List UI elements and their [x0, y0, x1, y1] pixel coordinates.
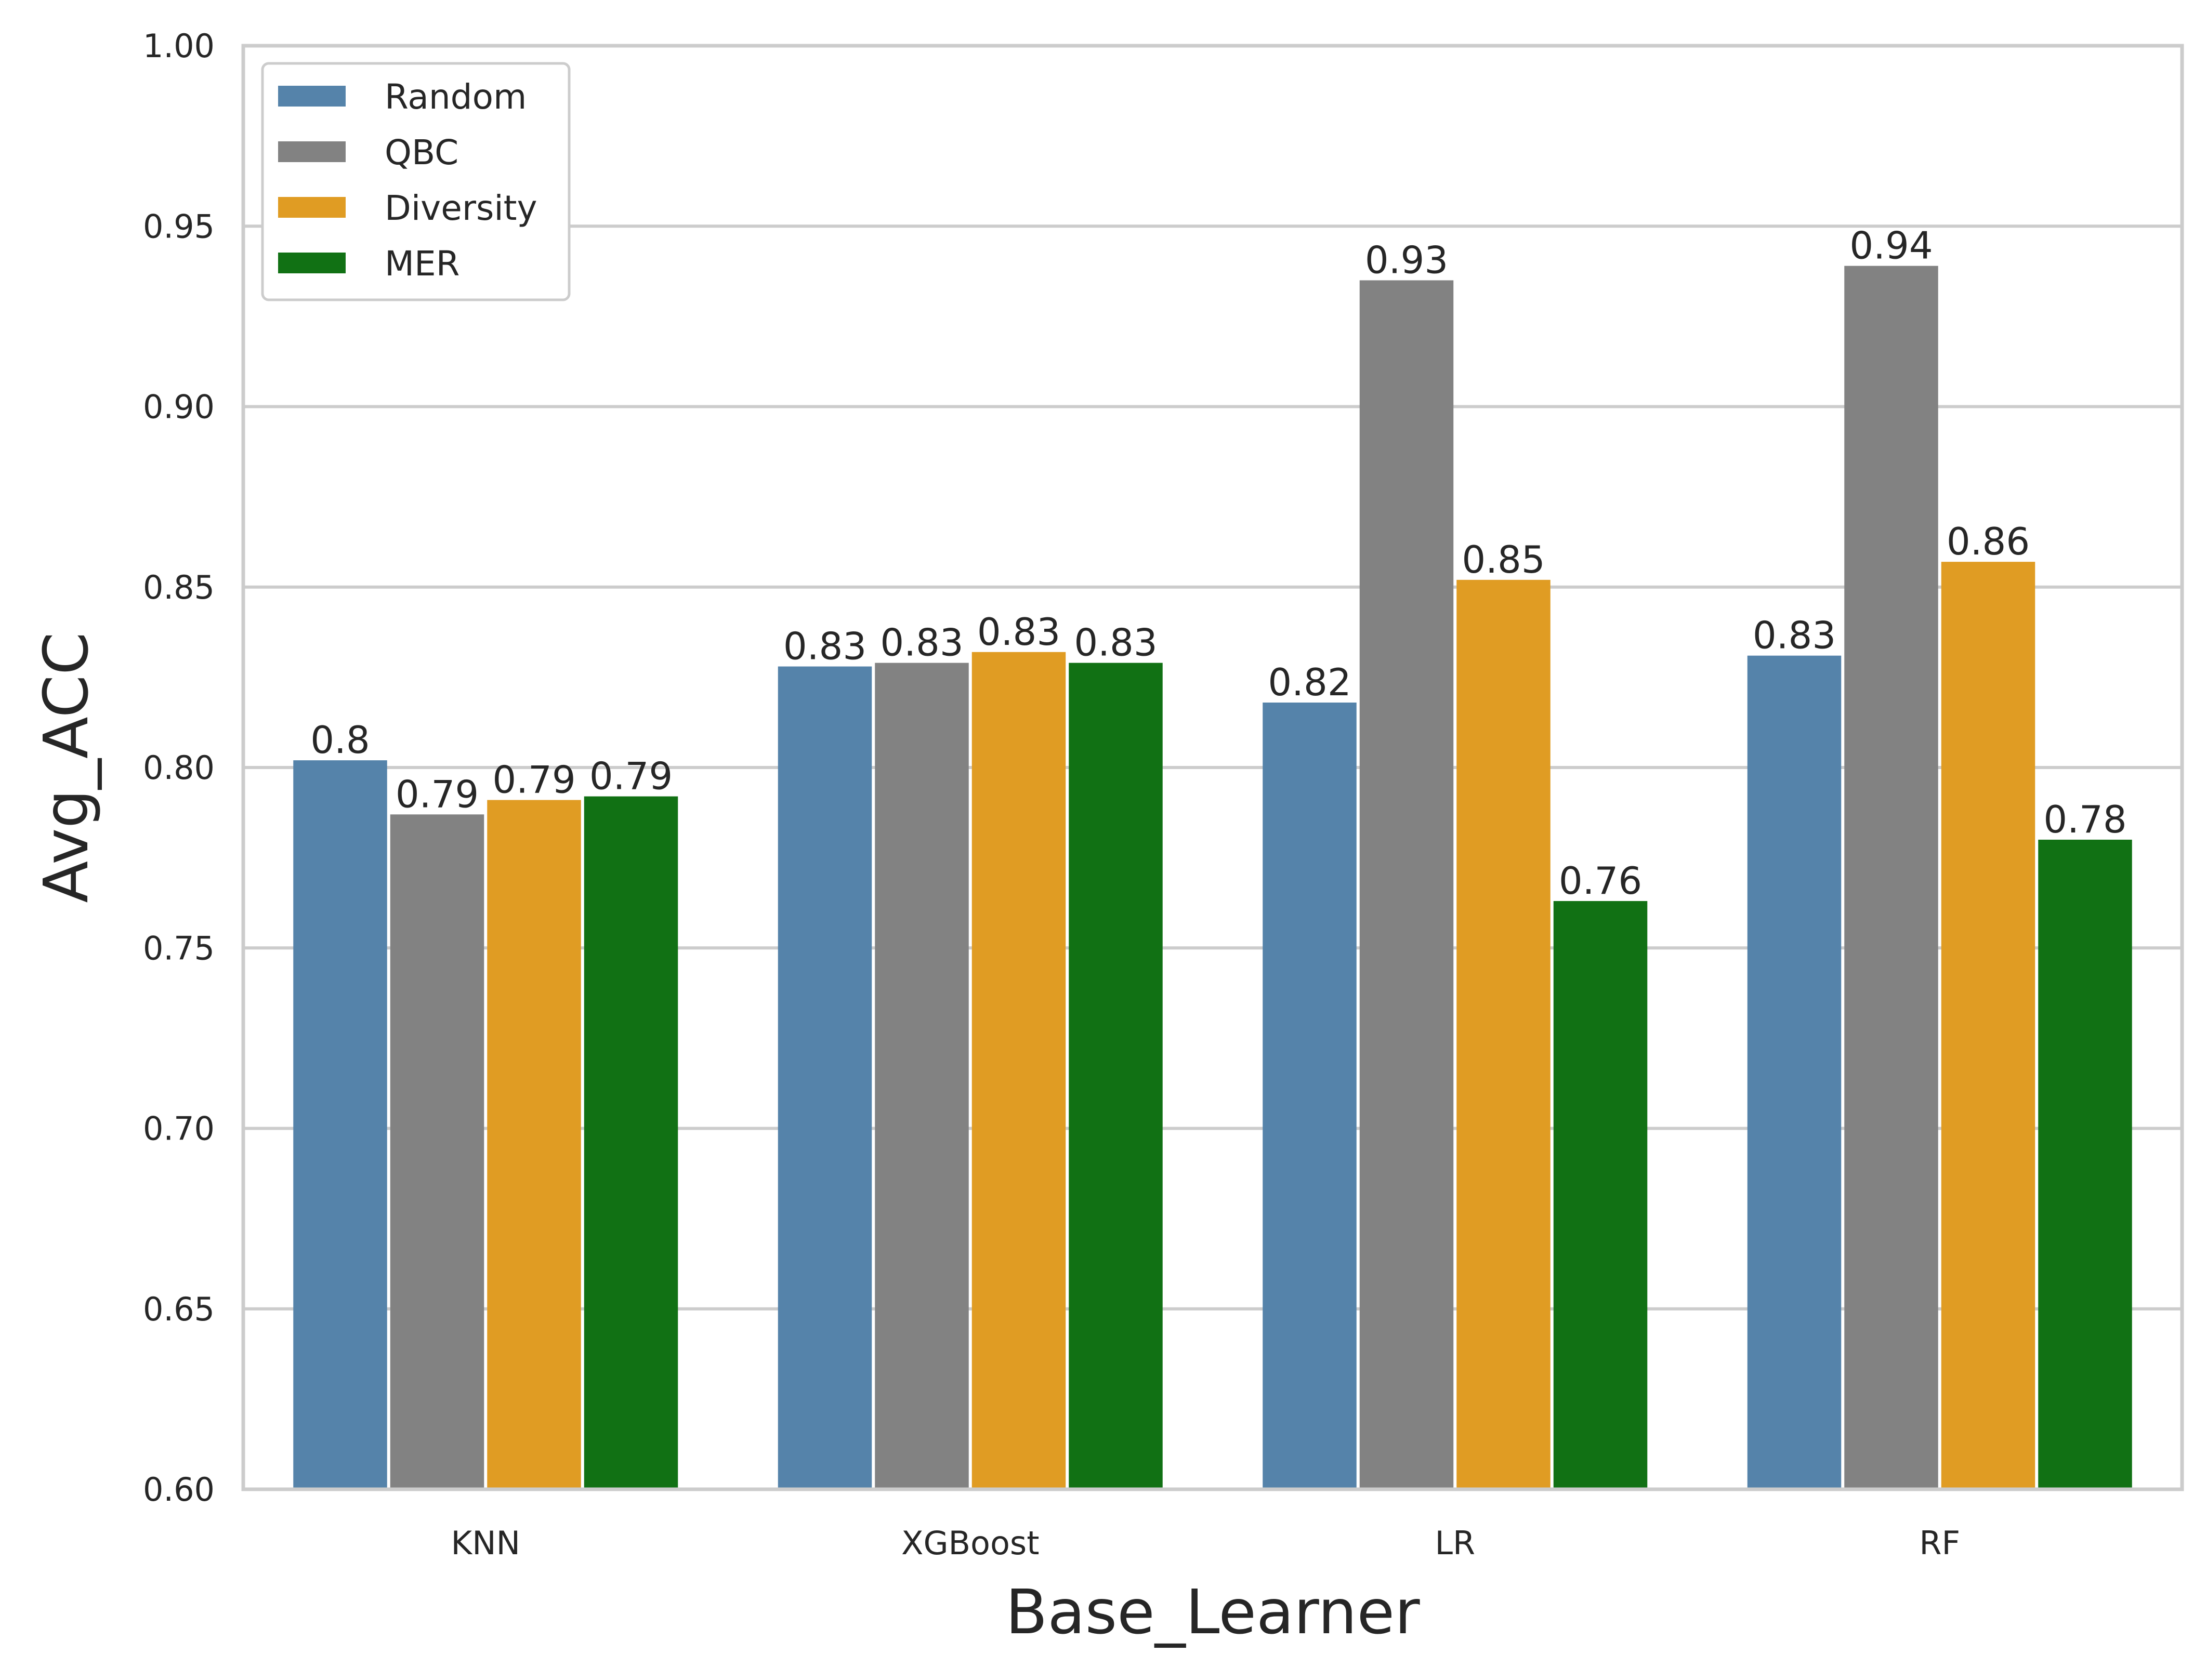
x-tick-label: KNN [451, 1524, 520, 1562]
y-tick-label: 0.90 [143, 388, 215, 426]
legend-label: QBC [385, 133, 458, 173]
y-tick-label: 0.70 [143, 1110, 215, 1148]
x-tick-label: XGBoost [901, 1524, 1040, 1562]
bar [1263, 702, 1357, 1489]
bar-value-label: 0.76 [1559, 859, 1642, 903]
bar-value-label: 0.85 [1462, 538, 1545, 581]
legend-label: MER [385, 244, 460, 284]
bar [1069, 663, 1163, 1489]
bar [1941, 562, 2035, 1489]
legend-swatch [278, 86, 346, 107]
bar [293, 760, 387, 1489]
bar-value-label: 0.82 [1268, 660, 1351, 704]
legend-swatch [278, 253, 346, 273]
bar-labels: 0.8 0.79 0.79 0.79 0.83 0.83 0.83 0.83 0.82 0.93 0… [310, 224, 2126, 903]
bar-value-label: 0.86 [1947, 520, 2030, 563]
legend: Random QBC Diversity MER [261, 62, 571, 301]
legend-label: Diversity [385, 188, 537, 228]
y-tick-label: 0.80 [143, 749, 215, 787]
x-axis-title: Base_Learner [1005, 1576, 1420, 1648]
bar-value-label: 0.93 [1365, 238, 1448, 282]
bar [487, 800, 581, 1489]
plot-frame [241, 44, 2184, 1491]
y-tick-label: 0.75 [143, 929, 215, 967]
bar [584, 796, 678, 1489]
legend-swatch [278, 141, 346, 162]
y-tick-label: 0.65 [143, 1290, 215, 1328]
bar [778, 666, 872, 1489]
legend-swatch [278, 197, 346, 218]
legend-label: Random [385, 77, 527, 117]
bar-value-label: 0.79 [589, 755, 673, 798]
bar [390, 814, 484, 1489]
x-tick-labels: KNN XGBoost LR RF [451, 1524, 1961, 1562]
bar [1747, 655, 1842, 1489]
bar [1553, 901, 1648, 1489]
bar-value-label: 0.83 [783, 625, 866, 668]
x-tick-label: RF [1919, 1524, 1960, 1562]
x-tick-label: LR [1435, 1524, 1475, 1562]
bar-value-label: 0.94 [1849, 224, 1933, 268]
bar [1456, 579, 1551, 1489]
y-tick-label: 0.60 [143, 1471, 215, 1509]
bar [1359, 280, 1454, 1489]
bar [1844, 266, 1938, 1489]
y-tick-label: 1.00 [143, 27, 215, 65]
bar [971, 652, 1066, 1489]
bar-value-label: 0.79 [492, 758, 575, 802]
bar-value-label: 0.83 [977, 610, 1060, 654]
bar-value-label: 0.83 [1753, 614, 1836, 657]
y-tick-label: 0.95 [143, 207, 215, 245]
bar [875, 663, 969, 1489]
legend-box [261, 62, 571, 301]
bar [2038, 839, 2132, 1489]
bar-value-label: 0.8 [310, 718, 370, 762]
bar-value-label: 0.83 [1074, 621, 1157, 665]
y-tick-labels: 0.60 0.65 0.70 0.75 0.80 0.85 0.90 0.95 1.00 [143, 27, 215, 1509]
bar-value-label: 0.78 [2043, 798, 2126, 841]
bar-value-label: 0.79 [396, 772, 479, 816]
bars [293, 266, 2132, 1489]
bar-value-label: 0.83 [880, 621, 963, 665]
y-axis-title: Avg_ACC [30, 632, 102, 903]
y-tick-label: 0.85 [143, 568, 215, 606]
